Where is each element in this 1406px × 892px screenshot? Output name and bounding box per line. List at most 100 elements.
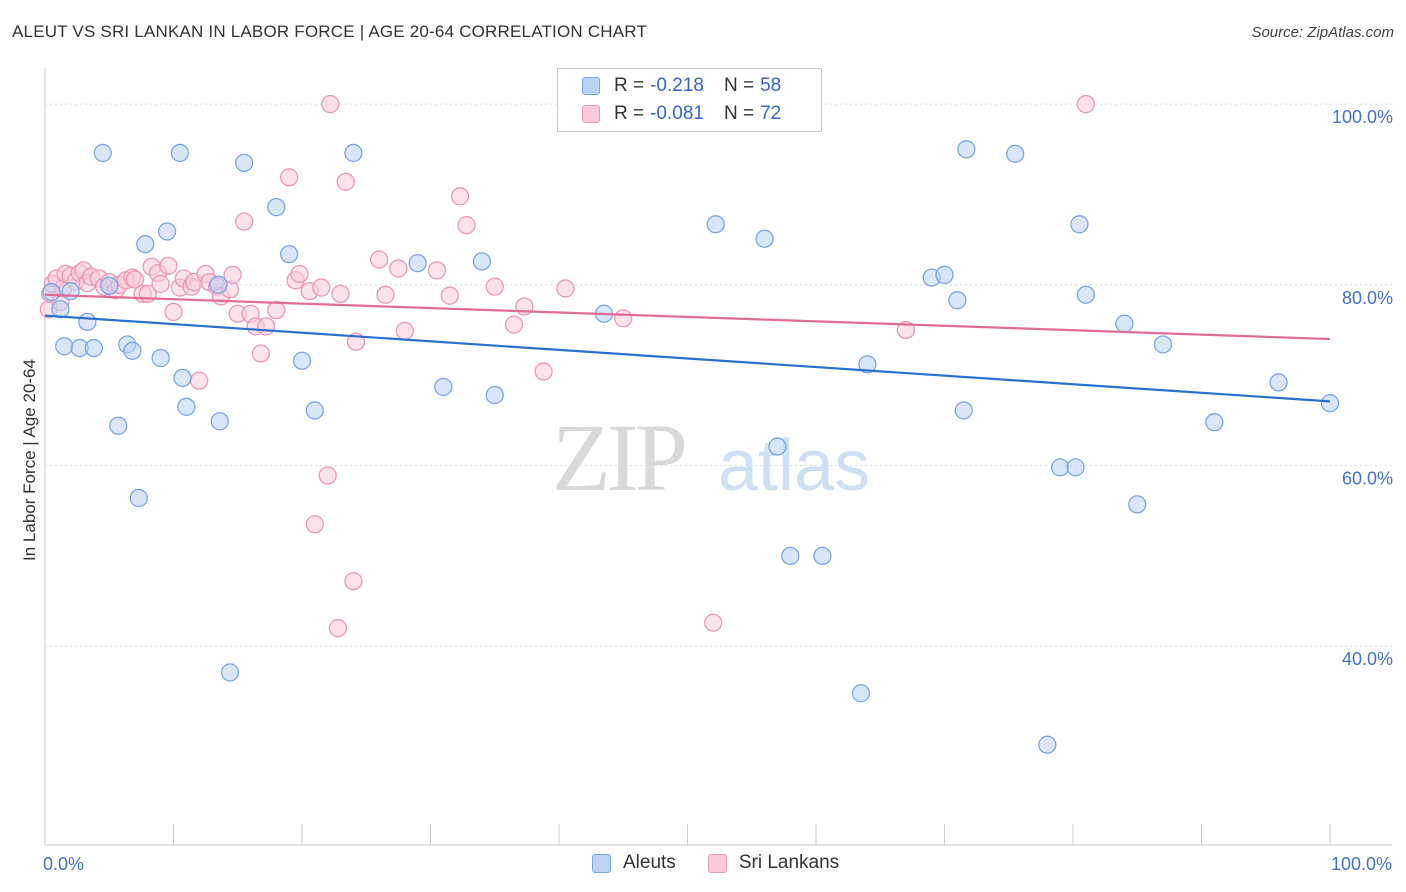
point-sri-lankans (556, 279, 575, 298)
point-aleuts (1115, 314, 1134, 333)
x-tick-label: 100.0% (1331, 854, 1392, 874)
legend-r-label: R = (614, 103, 645, 124)
point-aleuts (136, 235, 155, 254)
point-sri-lankans (1076, 94, 1095, 114)
series-aleuts (42, 140, 1340, 754)
point-aleuts (267, 197, 286, 217)
point-aleuts (279, 244, 299, 264)
point-sri-lankans (321, 94, 340, 114)
point-aleuts (1006, 144, 1025, 163)
point-sri-lankans (450, 187, 470, 206)
point-aleuts (305, 401, 325, 420)
point-sri-lankans (896, 320, 916, 340)
series-swatch-aleuts (592, 853, 611, 873)
point-aleuts (408, 254, 427, 273)
y-tick-label: 100.0% (1332, 107, 1393, 127)
y-tick-label: 40.0% (1342, 649, 1393, 669)
point-aleuts (170, 143, 190, 163)
x-tick-label: 0.0% (43, 854, 84, 874)
point-sri-lankans (159, 256, 178, 276)
point-aleuts (55, 337, 74, 356)
point-sri-lankans (614, 309, 633, 328)
legend-row-sri-lankans: R = -0.081 N = 72 (582, 102, 781, 126)
point-aleuts (1205, 413, 1224, 432)
point-sri-lankans (504, 315, 524, 334)
point-aleuts (1076, 285, 1095, 304)
point-sri-lankans (190, 371, 209, 390)
point-aleuts (61, 282, 80, 301)
series-sri-lankans (39, 94, 1095, 638)
point-sri-lankans (279, 168, 299, 187)
trend-line-aleuts (44, 314, 1331, 403)
point-aleuts (1051, 458, 1070, 477)
point-aleuts (1070, 215, 1089, 234)
legend-r-value: -0.081 (650, 103, 704, 124)
point-aleuts (1269, 373, 1288, 392)
y-tick-label: 80.0% (1342, 288, 1393, 308)
legend-n-label: N = (723, 75, 755, 96)
point-aleuts (957, 140, 976, 159)
series-name-aleuts: Aleuts (623, 852, 676, 873)
point-sri-lankans (427, 261, 447, 280)
point-aleuts (220, 663, 240, 682)
point-sri-lankans (290, 264, 309, 284)
point-sri-lankans (223, 265, 242, 285)
point-aleuts (858, 355, 877, 374)
tick-labels: 40.0% 60.0% 80.0% 100.0% 0.0% 100.0% (43, 107, 1393, 874)
point-aleuts (1066, 458, 1085, 477)
stats-legend: R = -0.218 N = 58 R = -0.081 N = 72 (557, 68, 822, 132)
point-aleuts (177, 397, 196, 416)
point-sri-lankans (251, 344, 271, 363)
grid-lines (45, 103, 1392, 647)
point-aleuts (292, 351, 312, 370)
point-aleuts (109, 416, 128, 435)
point-aleuts (210, 412, 229, 431)
point-aleuts (100, 276, 119, 295)
point-aleuts (93, 143, 112, 163)
point-aleuts (781, 546, 800, 566)
point-sri-lankans (369, 250, 389, 269)
series-legend-sri-lankans[interactable]: Sri Lankans (707, 852, 839, 874)
point-aleuts (173, 368, 192, 388)
point-aleuts (472, 252, 492, 271)
point-sri-lankans (305, 515, 325, 534)
series-swatch-sri-lankans (707, 853, 727, 873)
point-sri-lankans (328, 619, 348, 638)
point-sri-lankans (235, 212, 254, 231)
point-aleuts (129, 488, 148, 508)
point-aleuts (78, 312, 97, 332)
point-aleuts (948, 291, 967, 310)
point-sri-lankans (395, 321, 414, 341)
axes (44, 68, 1392, 846)
point-aleuts (151, 348, 170, 368)
legend-n-value: 72 (760, 103, 782, 124)
watermark-zip: ZIP (552, 404, 685, 511)
point-aleuts (123, 341, 142, 360)
point-aleuts (209, 275, 228, 294)
point-aleuts (768, 437, 787, 456)
point-aleuts (1038, 735, 1057, 754)
point-aleuts (1320, 394, 1340, 413)
legend-swatch-aleuts (582, 77, 600, 95)
point-sri-lankans (534, 362, 553, 381)
legend-r-label: R = (614, 75, 645, 96)
point-aleuts (706, 215, 725, 234)
point-sri-lankans (331, 284, 350, 304)
legend-row-aleuts: R = -0.218 N = 58 (582, 74, 781, 98)
point-aleuts (157, 222, 177, 241)
point-aleuts (42, 282, 61, 302)
point-aleuts (851, 684, 871, 703)
point-aleuts (755, 229, 774, 248)
trend-lines (44, 293, 1331, 403)
point-aleuts (935, 265, 954, 285)
point-sri-lankans (336, 172, 355, 191)
point-aleuts (813, 546, 832, 566)
point-sri-lankans (164, 302, 183, 322)
point-sri-lankans (151, 274, 170, 294)
point-sri-lankans (376, 285, 395, 304)
point-aleuts (1128, 495, 1147, 514)
point-aleuts (51, 300, 70, 319)
point-aleuts (434, 377, 453, 397)
series-legend-aleuts[interactable]: Aleuts (592, 852, 676, 874)
